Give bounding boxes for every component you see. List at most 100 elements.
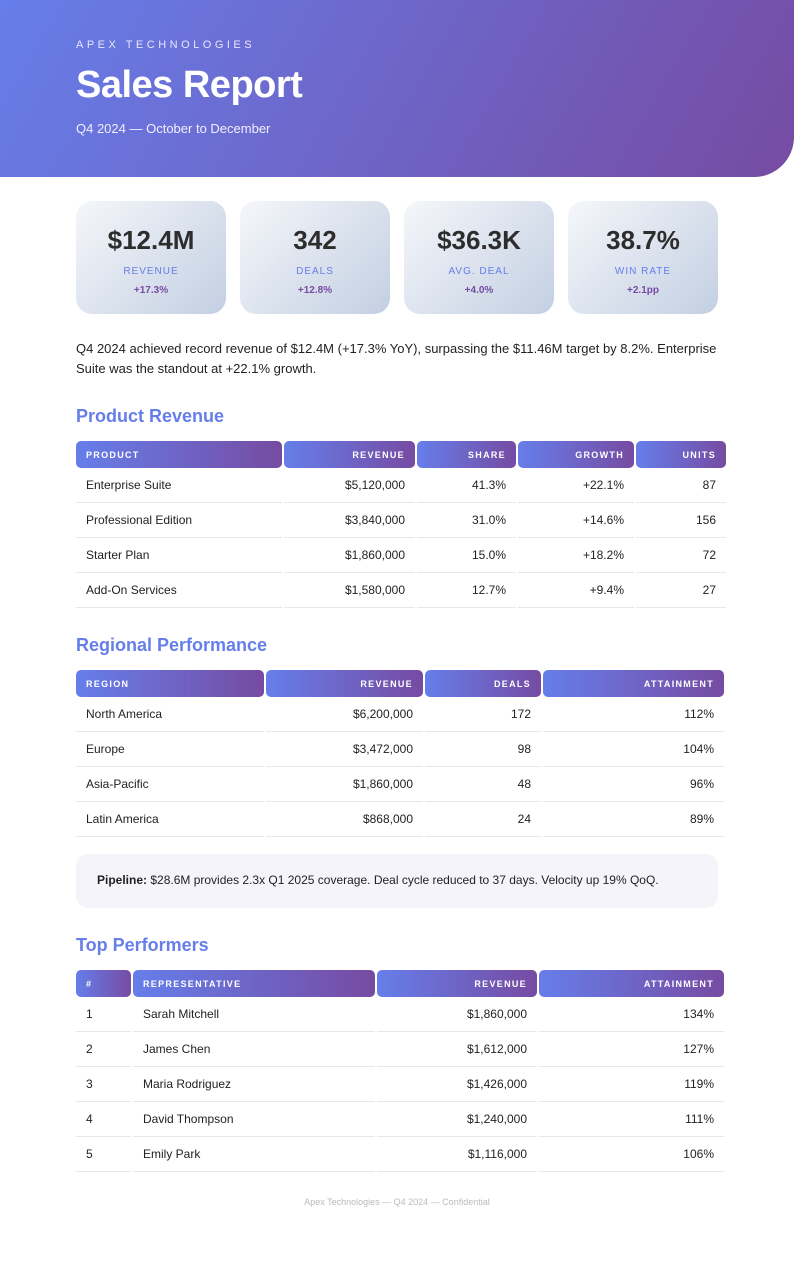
table-row: Enterprise Suite $5,120,000 41.3% +22.1% 87 <box>76 468 726 503</box>
table-cell: 112% <box>543 697 724 732</box>
table-cell: $3,472,000 <box>266 732 423 767</box>
pipeline-text: $28.6M provides 2.3x Q1 2025 coverage. D… <box>147 873 659 887</box>
table-row: 2 James Chen $1,612,000 127% <box>76 1032 724 1067</box>
table-cell: 24 <box>425 802 541 837</box>
table-cell: 106% <box>539 1137 724 1172</box>
table-cell: 4 <box>76 1102 131 1137</box>
table-cell: $1,426,000 <box>377 1067 537 1102</box>
table-cell: North America <box>76 697 264 732</box>
column-header: UNITS <box>636 441 726 468</box>
kpi-delta: +2.1pp <box>627 285 659 296</box>
table-cell: 156 <box>636 503 726 538</box>
table-cell: +18.2% <box>518 538 634 573</box>
table-row: Europe $3,472,000 98 104% <box>76 732 724 767</box>
company-name: APEX TECHNOLOGIES <box>76 39 256 51</box>
table-cell: $868,000 <box>266 802 423 837</box>
table-row: 1 Sarah Mitchell $1,860,000 134% <box>76 997 724 1032</box>
table-row: Add-On Services $1,580,000 12.7% +9.4% 27 <box>76 573 726 608</box>
pipeline-callout: Pipeline: $28.6M provides 2.3x Q1 2025 c… <box>76 854 718 908</box>
table-row: North America $6,200,000 172 112% <box>76 697 724 732</box>
table-row: Latin America $868,000 24 89% <box>76 802 724 837</box>
kpi-delta: +17.3% <box>133 285 169 296</box>
table-cell: $1,860,000 <box>284 538 415 573</box>
footer: Apex Technologies — Q4 2024 — Confidenti… <box>304 1197 490 1207</box>
table-cell: 48 <box>425 767 541 802</box>
product-revenue-table: PRODUCT REVENUE SHARE GROWTH UNITS Enterprise… <box>74 441 728 608</box>
table-row: 4 David Thompson $1,240,000 111% <box>76 1102 724 1137</box>
column-header: REGION <box>76 670 264 697</box>
table-cell: Maria Rodriguez <box>133 1067 375 1102</box>
table-cell: +22.1% <box>518 468 634 503</box>
kpi-card-win-rate: 38.7% WIN RATE +2.1pp <box>568 201 718 314</box>
table-row: 3 Maria Rodriguez $1,426,000 119% <box>76 1067 724 1102</box>
kpi-card-deals: 342 DEALS +12.8% <box>240 201 390 314</box>
kpi-card-revenue: $12.4M REVENUE +17.3% <box>76 201 226 314</box>
kpi-cards: $12.4M REVENUE +17.3% 342 DEALS +12.8% $36.3… <box>76 201 718 314</box>
kpi-label: DEALS <box>296 266 334 277</box>
table-cell: 89% <box>543 802 724 837</box>
table-cell: 87 <box>636 468 726 503</box>
column-header: GROWTH <box>518 441 634 468</box>
table-cell: 2 <box>76 1032 131 1067</box>
table-cell: 27 <box>636 573 726 608</box>
page-title: Sales Report <box>76 64 303 106</box>
table-cell: $6,200,000 <box>266 697 423 732</box>
table-cell: 72 <box>636 538 726 573</box>
table-cell: 127% <box>539 1032 724 1067</box>
table-cell: Professional Edition <box>76 503 282 538</box>
kpi-value: $12.4M <box>107 225 195 255</box>
table-cell: 111% <box>539 1102 724 1137</box>
regional-performance-table: REGION REVENUE DEALS ATTAINMENT North Americ… <box>74 670 726 837</box>
table-row: Professional Edition $3,840,000 31.0% +14.6… <box>76 503 726 538</box>
column-header: REVENUE <box>284 441 415 468</box>
table-cell: $1,240,000 <box>377 1102 537 1137</box>
kpi-value: 38.7% <box>606 225 680 255</box>
table-cell: 96% <box>543 767 724 802</box>
product-revenue-heading: Product Revenue <box>76 406 225 426</box>
table-row: 5 Emily Park $1,116,000 106% <box>76 1137 724 1172</box>
table-row: Starter Plan $1,860,000 15.0% +18.2% 72 <box>76 538 726 573</box>
page-subtitle: Q4 2024 — October to December <box>76 121 271 136</box>
table-cell: Enterprise Suite <box>76 468 282 503</box>
table-cell: 172 <box>425 697 541 732</box>
table-cell: James Chen <box>133 1032 375 1067</box>
table-cell: $3,840,000 <box>284 503 415 538</box>
table-cell: David Thompson <box>133 1102 375 1137</box>
table-header-row: REGION REVENUE DEALS ATTAINMENT <box>76 670 724 697</box>
table-cell: $1,860,000 <box>377 997 537 1032</box>
table-cell: $5,120,000 <box>284 468 415 503</box>
column-header: SHARE <box>417 441 516 468</box>
table-cell: Emily Park <box>133 1137 375 1172</box>
table-cell: 119% <box>539 1067 724 1102</box>
column-header: PRODUCT <box>76 441 282 468</box>
table-cell: Latin America <box>76 802 264 837</box>
column-header: REVENUE <box>266 670 423 697</box>
kpi-label: WIN RATE <box>614 266 672 277</box>
table-cell: Europe <box>76 732 264 767</box>
table-row: Asia-Pacific $1,860,000 48 96% <box>76 767 724 802</box>
table-cell: 1 <box>76 997 131 1032</box>
table-cell: 12.7% <box>417 573 516 608</box>
table-cell: $1,580,000 <box>284 573 415 608</box>
column-header: DEALS <box>425 670 541 697</box>
kpi-delta: +4.0% <box>464 285 494 296</box>
table-cell: $1,116,000 <box>377 1137 537 1172</box>
regional-performance-heading: Regional Performance <box>76 635 268 655</box>
table-cell: $1,860,000 <box>266 767 423 802</box>
column-header: REPRESENTATIVE <box>133 970 375 997</box>
kpi-value: 342 <box>293 225 337 255</box>
column-header: ATTAINMENT <box>543 670 724 697</box>
column-header: # <box>76 970 131 997</box>
table-cell: Sarah Mitchell <box>133 997 375 1032</box>
kpi-delta: +12.8% <box>297 285 333 296</box>
kpi-label: AVG. DEAL <box>448 266 510 277</box>
table-cell: Starter Plan <box>76 538 282 573</box>
table-cell: $1,612,000 <box>377 1032 537 1067</box>
column-header: REVENUE <box>377 970 537 997</box>
table-cell: 41.3% <box>417 468 516 503</box>
column-header: ATTAINMENT <box>539 970 724 997</box>
report-header: APEX TECHNOLOGIES Sales Report Q4 2024 —… <box>0 0 794 177</box>
table-cell: 3 <box>76 1067 131 1102</box>
executive-summary: Q4 2024 achieved record revenue of $12.4… <box>76 341 717 376</box>
table-cell: +14.6% <box>518 503 634 538</box>
